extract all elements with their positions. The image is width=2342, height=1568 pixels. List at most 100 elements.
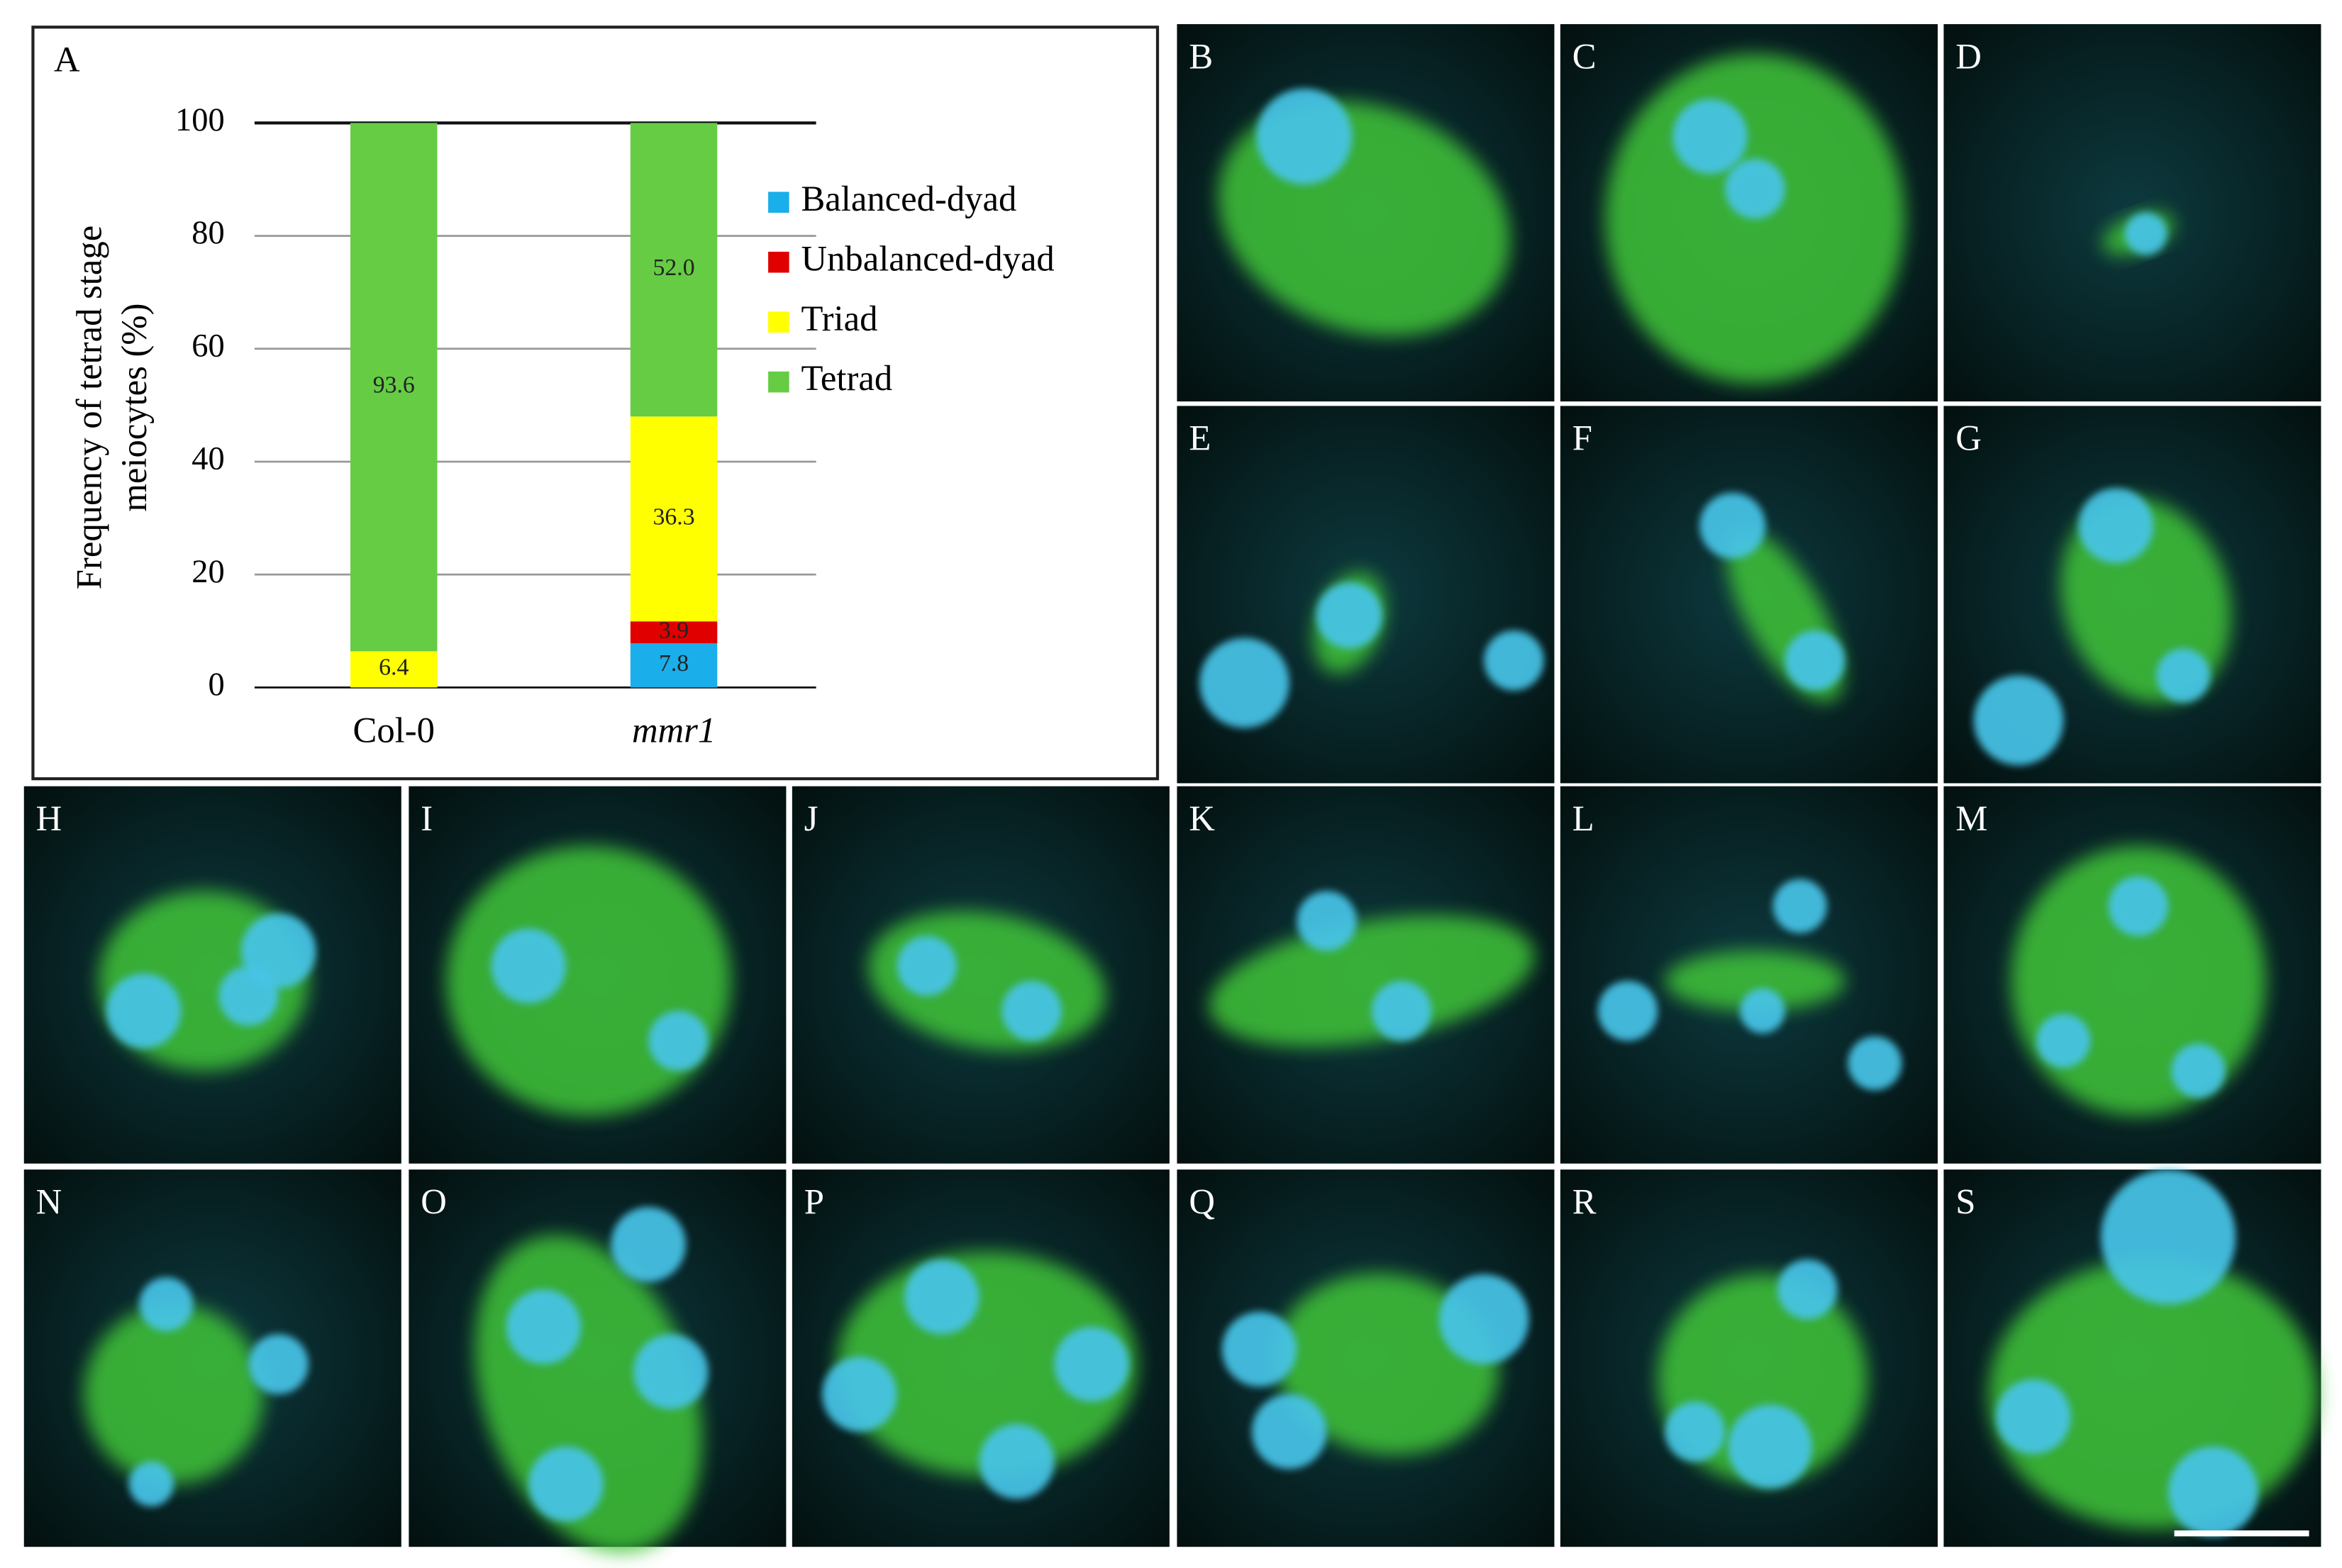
nucleus xyxy=(2036,1013,2091,1068)
nucleus xyxy=(2078,488,2153,564)
micrograph: D xyxy=(1943,24,2321,402)
nucleus xyxy=(128,1461,174,1507)
nucleus xyxy=(1371,981,1432,1041)
y-axis-label: meiocytes (%) xyxy=(114,304,154,512)
panel-label: N xyxy=(36,1181,62,1221)
nucleus xyxy=(1054,1326,1129,1402)
micrograph: N xyxy=(23,1169,401,1547)
nucleus xyxy=(491,928,567,1003)
panel-label: O xyxy=(421,1181,447,1221)
panel-label: G xyxy=(1955,418,1982,458)
nucleus xyxy=(897,935,958,996)
nucleus xyxy=(2156,648,2211,703)
nucleus xyxy=(1316,582,1382,649)
panel-label: L xyxy=(1572,799,1594,838)
nucleus xyxy=(1297,891,1357,951)
legend-label: Unbalanced-dyad xyxy=(801,238,1055,278)
nucleus xyxy=(1996,1379,2071,1455)
panel-label: C xyxy=(1572,36,1597,76)
spindle xyxy=(84,1304,264,1484)
legend-swatch xyxy=(768,251,789,273)
nucleus xyxy=(979,1424,1055,1499)
micrograph: S xyxy=(1943,1169,2321,1547)
panel-label: B xyxy=(1189,36,1213,76)
bar-segment xyxy=(630,416,718,622)
panel-label: J xyxy=(804,799,818,838)
panel-label: H xyxy=(36,799,62,838)
nucleus xyxy=(904,1259,979,1335)
micrograph: Q xyxy=(1177,1169,1555,1547)
nucleus xyxy=(248,1334,309,1394)
nucleus xyxy=(218,966,279,1026)
panel-label: E xyxy=(1189,418,1211,458)
data-label: 7.8 xyxy=(659,650,689,677)
spindle xyxy=(1209,915,1535,1047)
bar-segment xyxy=(630,643,718,688)
nucleus xyxy=(1785,630,1846,691)
micrograph-panels: B C D E F G H I J K L M N O P Q R S xyxy=(23,24,2321,1553)
y-tick-label: 100 xyxy=(175,102,225,138)
nucleus xyxy=(1256,88,1353,184)
panel-label: Q xyxy=(1189,1181,1215,1221)
micrograph: R xyxy=(1560,1169,1938,1547)
y-tick-label: 20 xyxy=(192,554,224,590)
nucleus xyxy=(1728,1404,1812,1489)
nucleus xyxy=(1438,1274,1529,1364)
y-tick-label: 0 xyxy=(208,667,224,703)
panel-label: R xyxy=(1572,1181,1597,1221)
micrograph: F xyxy=(1560,406,1938,784)
micrograph: B xyxy=(1177,24,1555,402)
x-tick-label: Col-0 xyxy=(353,710,435,750)
nucleus xyxy=(1848,1036,1902,1091)
nucleus xyxy=(2171,1043,2226,1098)
nucleus xyxy=(139,1277,194,1332)
panel-label: D xyxy=(1955,36,1982,76)
nucleus xyxy=(1665,1401,1726,1462)
nucleus xyxy=(528,1446,604,1522)
legend-swatch xyxy=(768,191,789,213)
x-tick-label: mmr1 xyxy=(632,710,716,750)
data-label: 52.0 xyxy=(653,255,695,281)
data-label: 36.3 xyxy=(653,504,695,530)
micrograph: K xyxy=(1177,786,1555,1164)
bar-segment xyxy=(630,621,718,644)
nucleus xyxy=(1001,981,1062,1041)
nucleus xyxy=(1672,99,1748,174)
panel-label: K xyxy=(1189,799,1215,838)
nucleus xyxy=(2108,876,2169,936)
panel-label: S xyxy=(1955,1181,1975,1221)
y-tick-label: 40 xyxy=(192,441,224,477)
nucleus xyxy=(1221,1311,1297,1387)
spindle xyxy=(446,846,731,1116)
legend-label: Triad xyxy=(801,299,878,338)
data-label: 6.4 xyxy=(379,655,409,681)
nucleus xyxy=(648,1011,709,1071)
nucleus xyxy=(822,1357,897,1432)
nucleus xyxy=(1772,879,1827,933)
bar-segment xyxy=(630,123,718,417)
micrograph: H xyxy=(23,786,401,1164)
micrograph: J xyxy=(792,786,1170,1164)
data-label: 3.9 xyxy=(659,617,689,643)
nucleus xyxy=(2124,213,2167,255)
y-axis-label: Frequency of tetrad stage xyxy=(70,226,109,589)
legend-label: Tetrad xyxy=(801,358,893,398)
panel-label: F xyxy=(1572,418,1592,458)
micrograph: C xyxy=(1560,24,1938,402)
spindle xyxy=(1665,950,1846,1011)
panel-label: I xyxy=(421,799,433,838)
data-label: 93.6 xyxy=(373,372,415,399)
micrograph: O xyxy=(409,1169,787,1553)
nucleus xyxy=(1740,988,1785,1034)
bar-segment xyxy=(350,651,438,688)
panel-label: A xyxy=(54,40,80,79)
legend-label: Balanced-dyad xyxy=(801,179,1017,218)
nucleus xyxy=(1725,159,1785,219)
micrograph: P xyxy=(792,1169,1170,1547)
bar-segment xyxy=(350,123,438,652)
nucleus xyxy=(106,973,182,1049)
nucleus xyxy=(1199,638,1289,728)
y-tick-label: 80 xyxy=(192,215,224,251)
